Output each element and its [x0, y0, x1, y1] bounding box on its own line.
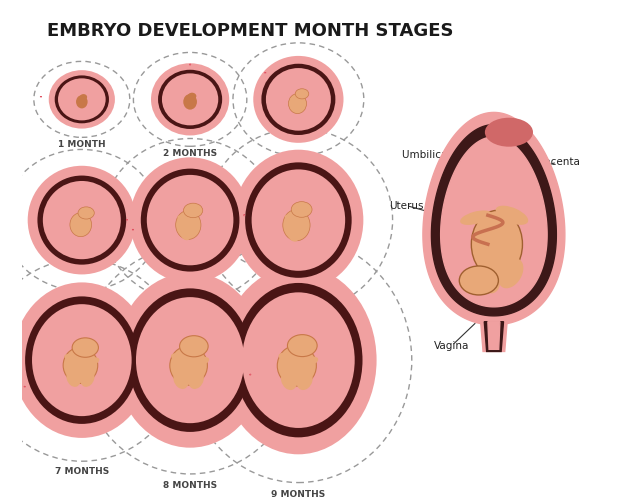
- Ellipse shape: [78, 207, 95, 219]
- Ellipse shape: [287, 226, 299, 241]
- Ellipse shape: [297, 370, 313, 390]
- Polygon shape: [481, 322, 507, 352]
- Ellipse shape: [290, 98, 298, 102]
- Ellipse shape: [295, 89, 309, 99]
- Ellipse shape: [242, 293, 355, 428]
- Ellipse shape: [471, 210, 523, 278]
- Ellipse shape: [180, 336, 208, 357]
- Polygon shape: [441, 137, 547, 307]
- Ellipse shape: [183, 94, 197, 110]
- Ellipse shape: [72, 338, 98, 357]
- Text: 4 MONTHS: 4 MONTHS: [54, 295, 109, 304]
- Text: 5 MONTHS: 5 MONTHS: [163, 307, 217, 316]
- Text: 2 MONTHS: 2 MONTHS: [163, 149, 217, 158]
- Ellipse shape: [277, 345, 316, 386]
- Ellipse shape: [64, 354, 79, 362]
- Ellipse shape: [245, 162, 352, 278]
- Ellipse shape: [25, 297, 138, 424]
- Ellipse shape: [173, 370, 189, 389]
- Ellipse shape: [176, 210, 201, 239]
- Text: 7 MONTHS: 7 MONTHS: [54, 467, 109, 476]
- Ellipse shape: [38, 175, 126, 265]
- Ellipse shape: [279, 353, 295, 362]
- Ellipse shape: [234, 283, 362, 437]
- Ellipse shape: [302, 357, 318, 366]
- Ellipse shape: [76, 95, 88, 108]
- Text: 3 MONTHS: 3 MONTHS: [271, 159, 326, 168]
- Ellipse shape: [80, 94, 87, 100]
- Ellipse shape: [252, 169, 345, 271]
- Ellipse shape: [32, 304, 131, 416]
- Ellipse shape: [28, 166, 136, 275]
- Ellipse shape: [220, 266, 377, 454]
- Ellipse shape: [80, 369, 95, 387]
- Polygon shape: [488, 322, 500, 349]
- Ellipse shape: [141, 169, 239, 272]
- Ellipse shape: [151, 63, 229, 135]
- Ellipse shape: [193, 357, 209, 366]
- Polygon shape: [431, 125, 557, 316]
- Ellipse shape: [162, 73, 218, 125]
- Ellipse shape: [13, 283, 151, 438]
- Ellipse shape: [66, 369, 81, 387]
- Ellipse shape: [177, 215, 188, 222]
- Ellipse shape: [485, 118, 533, 147]
- Ellipse shape: [459, 266, 498, 295]
- Ellipse shape: [188, 93, 197, 100]
- Text: Vagina: Vagina: [434, 341, 470, 351]
- Ellipse shape: [49, 70, 115, 129]
- Ellipse shape: [289, 94, 307, 114]
- Ellipse shape: [233, 150, 363, 291]
- Text: 1 MONTH: 1 MONTH: [58, 140, 106, 149]
- Ellipse shape: [281, 370, 297, 390]
- Text: 6 MONTHS: 6 MONTHS: [271, 317, 326, 326]
- Ellipse shape: [72, 218, 81, 223]
- Text: Placenta: Placenta: [535, 157, 580, 167]
- Ellipse shape: [283, 209, 310, 241]
- Polygon shape: [423, 112, 565, 325]
- Ellipse shape: [285, 214, 297, 222]
- Ellipse shape: [171, 353, 187, 362]
- Ellipse shape: [54, 76, 109, 123]
- Text: 9 MONTHS: 9 MONTHS: [271, 490, 326, 499]
- Ellipse shape: [254, 56, 344, 143]
- Ellipse shape: [291, 201, 312, 217]
- Ellipse shape: [188, 370, 204, 389]
- Text: Uterus: Uterus: [389, 200, 424, 210]
- Ellipse shape: [85, 357, 100, 366]
- Ellipse shape: [170, 346, 207, 385]
- Text: Fetus: Fetus: [534, 222, 562, 232]
- Ellipse shape: [266, 68, 331, 131]
- Ellipse shape: [496, 206, 528, 225]
- Text: EMBRYO DEVELOPMENT MONTH STAGES: EMBRYO DEVELOPMENT MONTH STAGES: [47, 22, 453, 40]
- Ellipse shape: [146, 175, 233, 266]
- Ellipse shape: [498, 258, 523, 288]
- Ellipse shape: [43, 181, 121, 259]
- Ellipse shape: [158, 70, 222, 129]
- Ellipse shape: [287, 335, 317, 357]
- Ellipse shape: [262, 64, 336, 135]
- Ellipse shape: [130, 157, 250, 283]
- Ellipse shape: [58, 78, 106, 120]
- Ellipse shape: [180, 226, 191, 240]
- Ellipse shape: [183, 203, 203, 217]
- Ellipse shape: [70, 213, 91, 236]
- Ellipse shape: [128, 289, 252, 432]
- Polygon shape: [485, 322, 503, 352]
- Ellipse shape: [136, 297, 244, 423]
- Ellipse shape: [115, 273, 265, 448]
- Ellipse shape: [460, 210, 491, 225]
- Text: 8 MONTHS: 8 MONTHS: [163, 481, 217, 490]
- Ellipse shape: [63, 347, 98, 383]
- Ellipse shape: [476, 263, 500, 294]
- Text: Umbilical Cord: Umbilical Cord: [402, 150, 478, 160]
